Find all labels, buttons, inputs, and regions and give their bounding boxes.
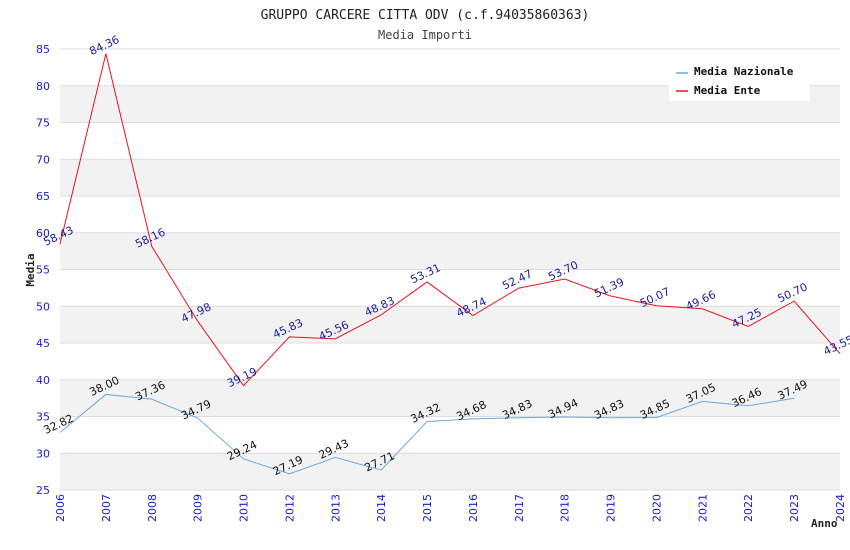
x-tick-label: 2014: [375, 494, 388, 522]
grid-band: [60, 379, 840, 417]
series-line-0: [59, 393, 795, 475]
y-tick-label: 25: [36, 484, 50, 497]
x-tick-label: 2006: [54, 494, 67, 522]
x-tick-label: 2009: [192, 494, 205, 522]
legend-box: [669, 59, 810, 101]
x-tick-label: 2019: [605, 494, 618, 522]
x-tick-label: 2015: [421, 494, 434, 522]
grid-band: [60, 306, 840, 343]
y-tick-label: 60: [36, 227, 50, 240]
x-tick-label: 2020: [650, 494, 663, 522]
x-tick-label: 2017: [513, 494, 526, 522]
legend: Media Nazionale Media Ente: [669, 59, 810, 101]
x-tick-label: 2023: [788, 494, 801, 522]
grid-band: [60, 122, 840, 160]
x-tick-label: 2016: [467, 494, 480, 522]
y-axis-ticks: 25 30 35 40 45 50 55 60 65 70 75 80 85: [36, 43, 50, 497]
y-tick-label: 50: [36, 300, 50, 313]
grid-bands: [60, 48, 840, 491]
y-tick-label: 35: [36, 411, 50, 424]
x-tick-label: 2018: [559, 494, 572, 522]
grid-band: [60, 269, 840, 307]
y-tick-label: 70: [36, 153, 50, 166]
y-axis-label: Media: [24, 253, 37, 286]
chart-title: GRUPPO CARCERE CITTA ODV (c.f.9403586036…: [261, 8, 590, 23]
grid-band: [60, 232, 840, 270]
grid-band: [60, 453, 840, 490]
legend-label-nazionale: Media Nazionale: [694, 65, 794, 78]
grid-band: [60, 159, 840, 196]
x-tick-label: 2012: [283, 494, 296, 522]
y-tick-label: 55: [36, 264, 50, 277]
chart-subtitle: Media Importi: [378, 28, 472, 42]
grid-band: [60, 343, 840, 380]
y-tick-label: 40: [36, 374, 50, 387]
x-tick-label: 2022: [742, 494, 755, 522]
x-tick-label: 2024: [834, 494, 847, 522]
y-tick-label: 45: [36, 337, 50, 350]
series-lines: [59, 53, 841, 475]
x-tick-label: 2008: [146, 494, 159, 522]
x-tick-label: 2021: [696, 494, 709, 522]
y-tick-label: 85: [36, 43, 50, 56]
x-axis-label: Anno: [811, 517, 838, 530]
y-tick-label: 80: [36, 80, 50, 93]
grid-band: [60, 416, 840, 454]
y-tick-label: 30: [36, 447, 50, 460]
grid-band: [60, 196, 840, 233]
x-tick-label: 2013: [329, 494, 342, 522]
y-tick-label: 75: [36, 117, 50, 130]
y-tick-label: 65: [36, 190, 50, 203]
x-tick-label: 2010: [238, 494, 251, 522]
x-tick-label: 2007: [100, 494, 113, 522]
x-axis-ticks: 2006 2007 2008 2009 2010 2012 2013 2014 2015 2016…: [54, 494, 847, 522]
legend-label-ente: Media Ente: [694, 84, 761, 97]
series-line-1: [59, 53, 841, 387]
